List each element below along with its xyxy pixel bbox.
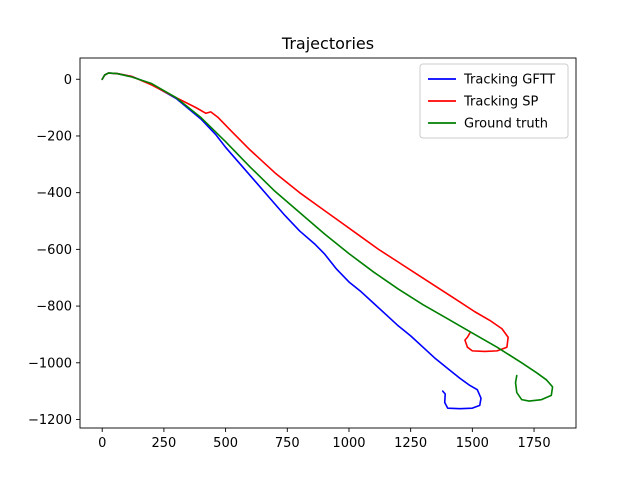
y-tick-label: 0: [64, 73, 72, 88]
legend-label: Ground truth: [464, 117, 548, 132]
legend-label: Tracking SP: [463, 95, 539, 110]
y-tick-label: −200: [36, 129, 72, 144]
x-tick-label: 1750: [518, 436, 551, 451]
series-layer: [101, 72, 554, 410]
y-tick-label: −600: [36, 243, 72, 258]
x-tick-label: 1000: [332, 436, 365, 451]
legend-box: [419, 63, 569, 139]
legend-label: Tracking GFTT: [463, 73, 555, 88]
axes-layer: 0 250 500 750 1000 1250 1500 1750 0 −200 −400 −600 −…: [28, 57, 577, 451]
x-tick-label: 1500: [456, 436, 489, 451]
y-tick-label: −1000: [28, 356, 72, 371]
y-tick-label: −400: [36, 186, 72, 201]
chart-title: Trajectories: [281, 34, 374, 53]
y-tick-label: −800: [36, 300, 72, 315]
x-tick-label: 1250: [394, 436, 427, 451]
x-tick-label: 750: [275, 436, 300, 451]
y-tick-label: −1200: [28, 413, 72, 428]
x-tick-label: 250: [151, 436, 176, 451]
plot-frame: [79, 57, 577, 429]
legend: Tracking GFTT Tracking SP Ground truth: [419, 63, 569, 139]
series-line-ground-truth: [101, 72, 554, 402]
x-tick-label: 0: [98, 436, 106, 451]
x-tick-label: 500: [213, 436, 238, 451]
